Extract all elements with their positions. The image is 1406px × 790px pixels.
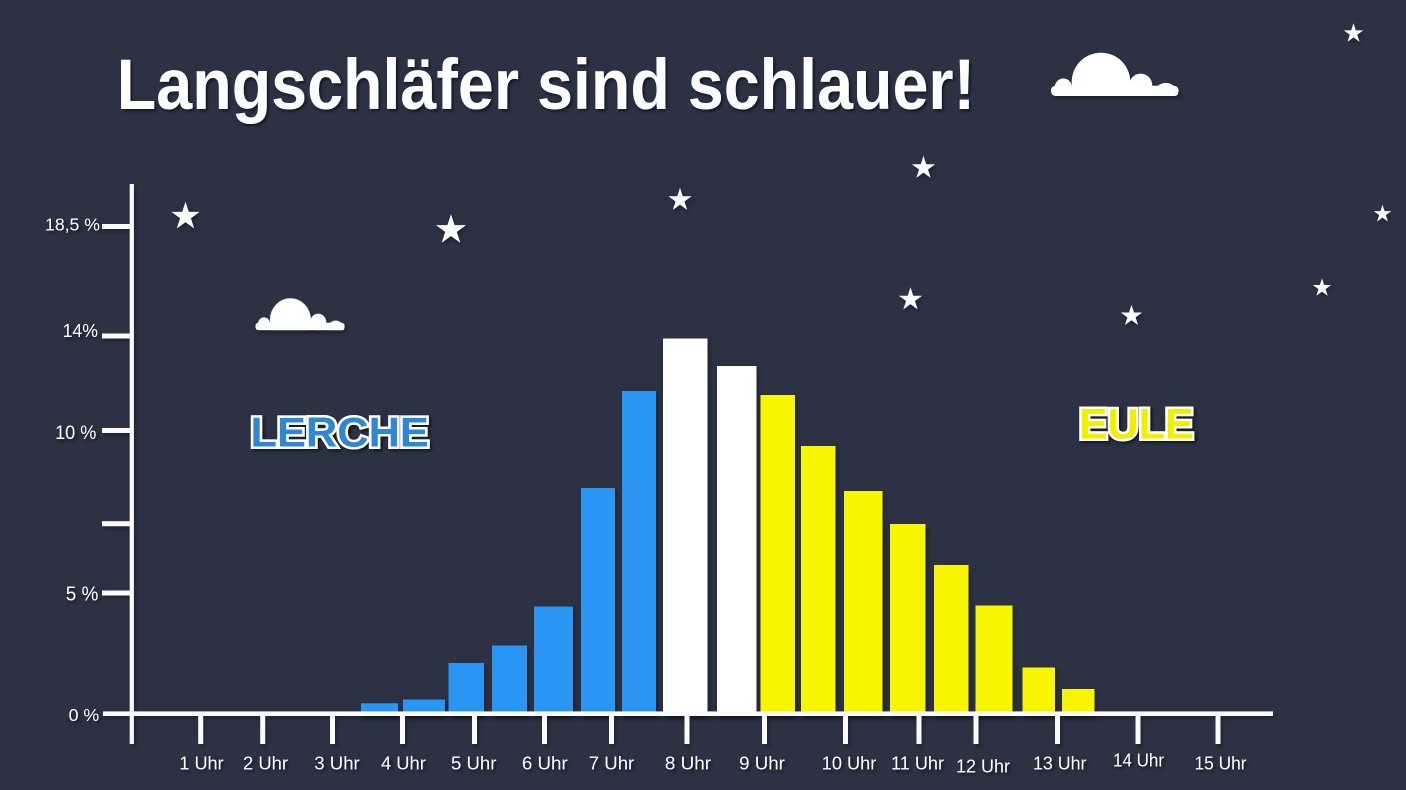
svg-text:12 Uhr: 12 Uhr <box>956 756 1010 777</box>
svg-text:LERCHE: LERCHE <box>251 409 429 455</box>
svg-text:14 Uhr: 14 Uhr <box>1113 750 1164 771</box>
svg-text:5 %: 5 % <box>66 583 99 605</box>
svg-text:18,5 %: 18,5 % <box>45 215 100 235</box>
svg-text:Langschläfer sind schlauer!: Langschläfer sind schlauer! <box>117 45 975 125</box>
svg-text:10 %: 10 % <box>55 423 96 444</box>
svg-text:8 Uhr: 8 Uhr <box>665 753 711 774</box>
svg-text:2 Uhr: 2 Uhr <box>243 753 288 774</box>
svg-text:1 Uhr: 1 Uhr <box>179 753 223 774</box>
svg-text:4 Uhr: 4 Uhr <box>381 753 426 774</box>
svg-text:0 %: 0 % <box>69 705 100 725</box>
svg-text:9 Uhr: 9 Uhr <box>739 753 785 774</box>
svg-text:15 Uhr: 15 Uhr <box>1195 753 1247 774</box>
svg-text:14%: 14% <box>63 320 99 341</box>
svg-text:EULE: EULE <box>1079 401 1194 449</box>
svg-text:13 Uhr: 13 Uhr <box>1033 753 1087 774</box>
svg-text:5 Uhr: 5 Uhr <box>451 753 496 774</box>
svg-text:10 Uhr: 10 Uhr <box>822 753 877 774</box>
svg-text:6 Uhr: 6 Uhr <box>522 753 568 774</box>
svg-text:3 Uhr: 3 Uhr <box>314 753 359 774</box>
svg-text:11 Uhr: 11 Uhr <box>891 753 944 774</box>
svg-text:7 Uhr: 7 Uhr <box>589 753 634 774</box>
